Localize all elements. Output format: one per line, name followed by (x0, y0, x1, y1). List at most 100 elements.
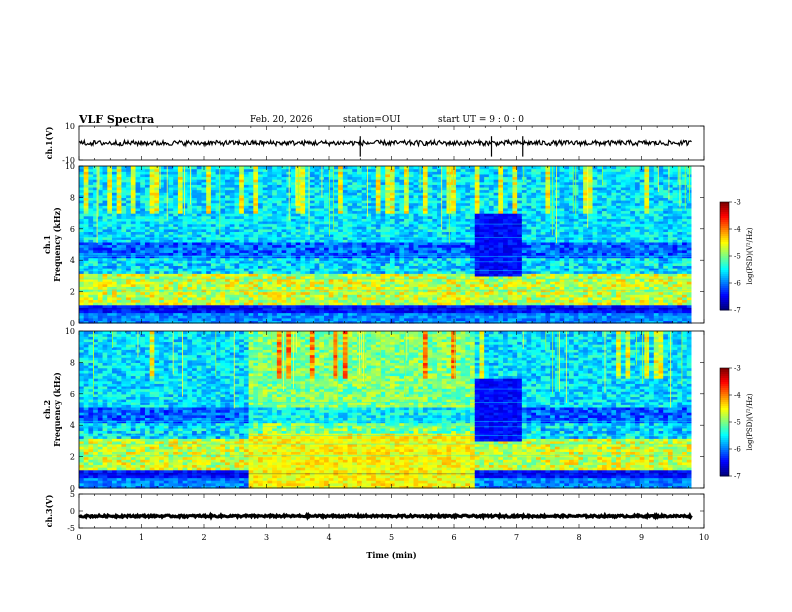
heatmap-cell (126, 223, 132, 227)
heatmap-cell (187, 291, 193, 295)
heatmap-cell (206, 286, 212, 290)
heatmap-cell (140, 262, 146, 267)
heatmap-cell (88, 275, 94, 280)
heatmap-cell (182, 294, 188, 298)
heatmap-cell (173, 254, 179, 259)
heatmap-cell (83, 320, 90, 324)
heatmap-cell (107, 207, 113, 212)
heatmap-cell (88, 171, 94, 175)
heatmap-cell (107, 205, 113, 209)
heatmap-cell (83, 309, 90, 314)
heatmap-cell (102, 205, 108, 209)
heatmap-cell (121, 265, 127, 269)
heatmap-cell (79, 189, 85, 193)
heatmap-cell (187, 320, 193, 324)
heatmap-cell (93, 207, 99, 212)
heatmap-cell (159, 228, 165, 233)
heatmap-cell (79, 312, 85, 316)
heatmap-cell (177, 239, 184, 243)
heatmap-cell (163, 218, 170, 222)
heatmap-cell (130, 239, 137, 243)
heatmap-cell (126, 309, 132, 314)
heatmap-cell (93, 239, 99, 243)
heatmap-cell (88, 184, 94, 188)
heatmap-cell (187, 294, 193, 298)
heatmap-cell (130, 247, 137, 251)
heatmap-cell (79, 231, 85, 235)
heatmap-cell (163, 265, 170, 269)
heatmap-cell (173, 192, 179, 196)
heatmap-cell (159, 241, 165, 246)
heatmap-cell (97, 286, 104, 290)
heatmap-cell (192, 270, 198, 274)
heatmap-cell (187, 210, 193, 214)
heatmap-cell (88, 249, 94, 253)
heatmap-cell (102, 184, 108, 188)
heatmap-cell (93, 247, 99, 251)
heatmap-cell (206, 220, 212, 225)
heatmap-cell (154, 215, 160, 219)
heatmap-cell (79, 268, 85, 272)
heatmap-cell (154, 223, 160, 227)
heatmap-cell (102, 294, 108, 298)
heatmap-cell (93, 309, 99, 314)
heatmap-cell (111, 249, 118, 253)
heatmap-cell (168, 205, 174, 209)
heatmap-cell (140, 273, 146, 277)
heatmap-cell (206, 236, 212, 240)
heatmap-cell (116, 220, 122, 225)
heatmap-cell (144, 247, 151, 251)
heatmap-cell (163, 283, 170, 287)
heatmap-cell (111, 202, 118, 206)
heatmap-cell (168, 241, 174, 246)
heatmap-cell (144, 252, 151, 256)
heatmap-cell (135, 215, 141, 219)
heatmap-cell (154, 270, 160, 274)
heatmap-cell (192, 168, 198, 172)
heatmap-cell (83, 312, 90, 316)
heatmap-cell (121, 312, 127, 316)
heatmap-cell (201, 220, 207, 225)
heatmap-cell (121, 247, 127, 251)
heatmap-cell (126, 207, 132, 212)
heatmap-cell (206, 228, 212, 233)
heatmap-cell (177, 218, 184, 222)
heatmap-cell (111, 215, 118, 219)
heatmap-cell (83, 197, 90, 201)
heatmap-cell (196, 315, 203, 319)
heatmap-cell (206, 296, 212, 301)
heatmap-cell (107, 176, 113, 180)
heatmap-cell (97, 202, 104, 206)
heatmap-cell (88, 247, 94, 251)
heatmap-cell (206, 210, 212, 214)
heatmap-cell (102, 231, 108, 235)
heatmap-cell (79, 304, 85, 308)
heatmap-cell (168, 244, 174, 248)
heatmap-cell (83, 239, 90, 243)
heatmap-cell (187, 239, 193, 243)
heatmap-cell (116, 236, 122, 240)
heatmap-cell (107, 270, 113, 274)
heatmap-cell (149, 281, 155, 285)
heatmap-cell (206, 202, 212, 206)
heatmap-cell (126, 317, 132, 321)
heatmap-cell (192, 304, 198, 308)
heatmap-cell (79, 166, 85, 170)
heatmap-cell (201, 247, 207, 251)
heatmap-cell (107, 231, 113, 235)
heatmap-cell (102, 241, 108, 246)
heatmap-cell (201, 302, 207, 306)
heatmap-cell (173, 304, 179, 308)
heatmap-cell (159, 254, 165, 259)
heatmap-cell (144, 268, 151, 272)
heatmap-cell (135, 176, 141, 180)
heatmap-cell (97, 200, 104, 204)
heatmap-cell (243, 166, 250, 170)
heatmap-cell (121, 299, 127, 303)
heatmap-cell (206, 315, 212, 319)
heatmap-cell (111, 312, 118, 316)
heatmap-cell (187, 205, 193, 209)
heatmap-cell (121, 239, 127, 243)
heatmap-cell (206, 213, 212, 217)
heatmap-cell (163, 181, 170, 185)
